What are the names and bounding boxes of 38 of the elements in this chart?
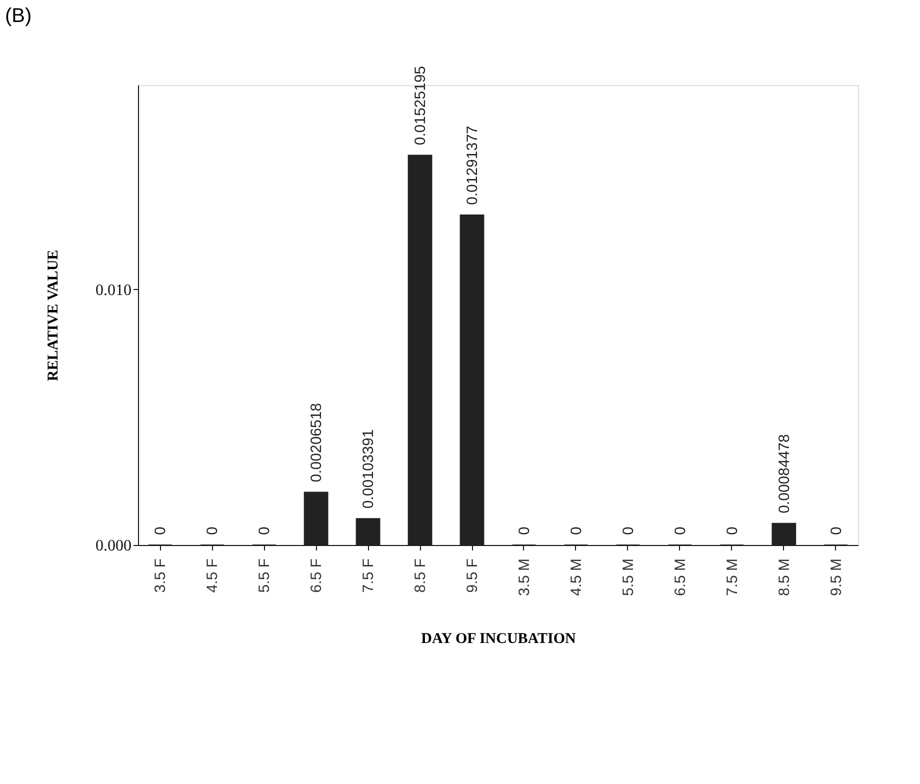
x-tick-label: 5.5 F [256, 558, 274, 593]
x-tick-label: 4.5 M [568, 558, 585, 596]
bar [356, 518, 380, 546]
x-tick-label: 4.5 F [204, 558, 222, 593]
x-axis-title: DAY OF INCUBATION [421, 631, 576, 648]
x-tick-label: 7.5 F [360, 558, 378, 593]
data-label: 0.01291377 [464, 126, 482, 205]
x-tick-label: 6.5 F [308, 558, 326, 593]
y-tick-label: 0.010 [96, 282, 132, 299]
y-tick-label: 0.000 [96, 538, 132, 554]
x-tick-label: 6.5 M [672, 558, 689, 596]
x-tick-label: 9.5 M [828, 558, 845, 596]
bar [408, 154, 432, 546]
data-label: 0 [828, 526, 845, 535]
x-tick-label: 5.5 M [620, 558, 637, 596]
data-label: 0.00084478 [776, 434, 793, 514]
data-label: 0 [620, 526, 637, 535]
data-label: 0 [724, 526, 741, 535]
data-label: 0.00103391 [360, 429, 378, 509]
x-tick-label: 3.5 M [516, 558, 533, 596]
data-label: 0 [672, 526, 689, 535]
data-label: 0 [152, 526, 170, 535]
data-label: 0 [516, 526, 533, 535]
data-label: 0.00206518 [308, 402, 326, 482]
bar [304, 492, 328, 546]
chart-title: (B) [5, 4, 32, 27]
bar [460, 214, 484, 546]
y-axis-title: RELATIVE VALUE [46, 250, 62, 382]
x-tick-label: 3.5 F [152, 558, 170, 593]
data-label: 0 [256, 526, 274, 535]
data-label: 0 [204, 526, 222, 535]
x-tick-label: 9.5 F [464, 558, 482, 593]
data-label: 0 [568, 526, 585, 535]
data-label: 0.01525195 [412, 66, 430, 146]
bar [772, 522, 796, 546]
x-tick-label: 8.5 M [776, 558, 793, 596]
x-tick-label: 8.5 F [412, 558, 430, 593]
x-tick-label: 7.5 M [724, 558, 741, 596]
